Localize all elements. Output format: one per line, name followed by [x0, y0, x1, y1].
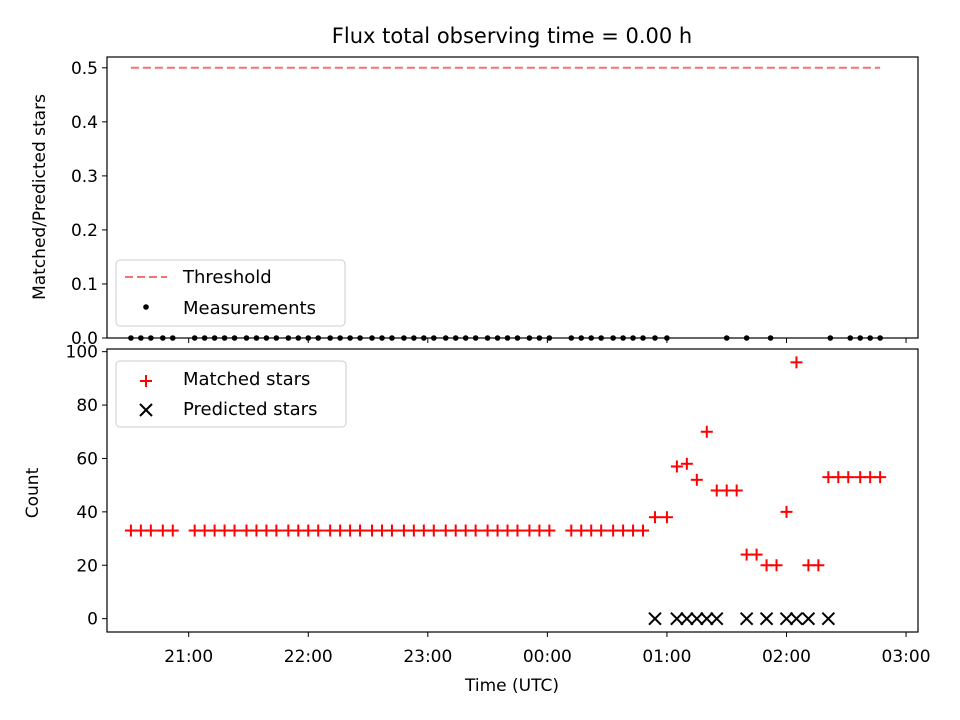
predicted-star-point-3 — [690, 611, 704, 626]
x-axis-label: Time (UTC) — [464, 676, 559, 696]
matched-star-point-43 — [595, 524, 608, 537]
legend-matched-swatch — [140, 375, 152, 387]
top-y-tick-label-5: 0.5 — [71, 59, 98, 79]
matched-star-point-21 — [354, 524, 367, 537]
bottom-x-tick-label-6: 03:00 — [882, 647, 931, 667]
bottom-legend-box — [115, 360, 347, 428]
bottom-legend: Matched stars Predicted stars — [115, 360, 347, 428]
matched-star-point-70 — [874, 471, 887, 484]
bottom-panel: 0 20 40 60 80 100 21:00 22:00 23:00 00:00 01:00 02… — [23, 343, 931, 696]
top-y-axis-label: Matched/Predicted stars — [30, 94, 50, 300]
bottom-series — [124, 356, 887, 626]
bottom-y-tick-label-1: 20 — [76, 556, 98, 576]
predicted-star-point-0 — [648, 611, 662, 626]
matched-star-point-17 — [312, 524, 325, 537]
matched-star-point-56 — [730, 484, 743, 497]
top-legend: Threshold Measurements — [115, 259, 346, 327]
bottom-y-ticks: 0 20 40 60 80 100 — [66, 343, 107, 630]
top-y-tick-label-4: 0.4 — [71, 113, 98, 133]
matched-star-point-9 — [228, 524, 241, 537]
legend-measurements-swatch — [143, 304, 149, 310]
matched-star-point-28 — [427, 524, 440, 537]
top-y-tick-label-1: 0.1 — [71, 275, 98, 295]
bottom-plot-frame — [106, 348, 919, 633]
top-y-tick-label-3: 0.3 — [71, 167, 98, 187]
legend-measurements-label: Measurements — [183, 298, 316, 319]
matched-star-point-58 — [750, 548, 763, 561]
bottom-y-axis-label: Count — [23, 467, 43, 518]
predicted-star-point-8 — [779, 611, 794, 626]
matched-star-point-13 — [270, 524, 283, 537]
predicted-star-point-10 — [801, 611, 816, 626]
bottom-x-tick-label-5: 02:00 — [762, 647, 811, 667]
matched-star-point-39 — [543, 524, 556, 537]
legend-threshold-label: Threshold — [182, 267, 272, 288]
legend-predicted-swatch — [139, 403, 153, 417]
predicted-star-point-2 — [680, 611, 694, 626]
bottom-x-tick-label-3: 00:00 — [523, 647, 572, 667]
bottom-x-tick-label-1: 22:00 — [284, 647, 333, 667]
predicted-star-point-7 — [759, 611, 774, 626]
matched-star-point-36 — [511, 524, 524, 537]
predicted-star-point-5 — [710, 611, 724, 626]
legend-predicted-label: Predicted stars — [183, 399, 317, 420]
matched-star-point-62 — [790, 356, 803, 369]
matched-star-point-24 — [385, 524, 398, 537]
bottom-y-tick-label-0: 0 — [87, 610, 98, 630]
matched-star-point-47 — [637, 524, 650, 537]
matched-star-point-64 — [812, 559, 825, 572]
legend-matched-label: Matched stars — [183, 369, 310, 390]
predicted-star-point-1 — [670, 611, 684, 626]
matched-star-point-49 — [660, 511, 673, 524]
bottom-x-tick-label-0: 21:00 — [164, 647, 213, 667]
predicted-star-point-6 — [739, 611, 754, 626]
top-y-tick-label-2: 0.2 — [71, 221, 98, 241]
top-y-ticks: 0.0 0.1 0.2 0.3 0.4 0.5 — [71, 59, 107, 349]
predicted-star-point-9 — [789, 611, 804, 626]
matched-star-point-48 — [648, 511, 661, 524]
matched-star-point-61 — [780, 505, 793, 518]
matched-star-point-32 — [469, 524, 482, 537]
top-legend-box — [115, 259, 346, 327]
bottom-y-tick-label-4: 80 — [76, 396, 98, 416]
bottom-x-ticks: 21:00 22:00 23:00 00:00 01:00 02:00 03:00 — [164, 632, 931, 667]
chart-title: Flux total observing time = 0.00 h — [332, 24, 692, 48]
bottom-y-tick-label-2: 40 — [76, 503, 98, 523]
top-y-tick-label-0: 0.0 — [71, 329, 98, 349]
matched-star-point-50 — [670, 460, 683, 473]
matched-star-point-60 — [770, 559, 783, 572]
top-x-ticks — [188, 338, 907, 343]
bottom-y-tick-label-5: 100 — [66, 343, 98, 363]
bottom-x-tick-label-2: 23:00 — [403, 647, 452, 667]
matched-star-point-52 — [690, 473, 703, 486]
matched-star-point-53 — [700, 425, 713, 438]
predicted-star-point-11 — [821, 611, 836, 626]
matched-star-point-51 — [680, 457, 693, 470]
top-panel: 0.0 0.1 0.2 0.3 0.4 0.5 Matched/Predicted sta… — [30, 56, 919, 349]
predicted-star-point-4 — [700, 611, 714, 626]
bottom-x-tick-label-4: 01:00 — [642, 647, 691, 667]
matched-star-point-67 — [842, 471, 855, 484]
matched-star-point-2 — [144, 524, 157, 537]
matched-star-point-4 — [166, 524, 179, 537]
top-plot-frame — [106, 56, 919, 339]
bottom-y-tick-label-3: 60 — [76, 449, 98, 469]
